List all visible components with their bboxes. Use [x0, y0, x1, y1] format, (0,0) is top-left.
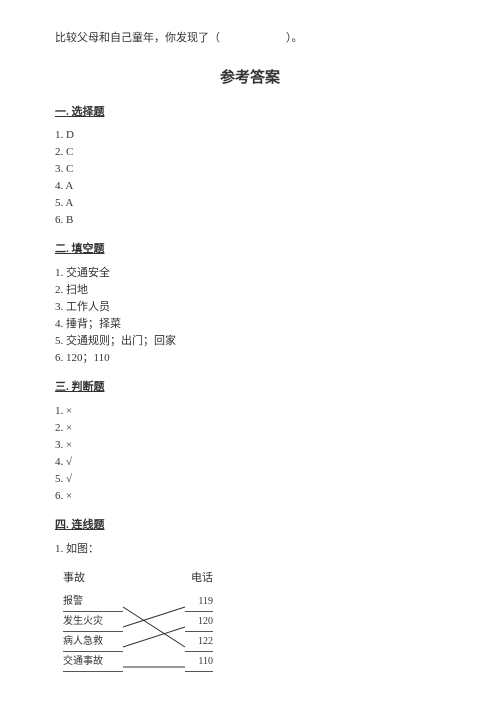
answer-item: 6. B: [55, 212, 445, 229]
section-2-heading: 二. 填空题: [55, 241, 445, 259]
answer-item: 1. 交通安全: [55, 265, 445, 282]
section-2-answers: 1. 交通安全 2. 扫地 3. 工作人员 4. 捶背；择菜 5. 交通规则；出…: [55, 265, 445, 367]
answer-item: 1. ×: [55, 403, 445, 420]
answer-item: 1. D: [55, 127, 445, 144]
answer-item: 3. ×: [55, 437, 445, 454]
match-left-item: 发生火灾: [63, 612, 123, 632]
match-left-header: 事故: [63, 570, 123, 588]
section-4-lead: 1. 如图：: [55, 541, 445, 559]
answer-item: 4. A: [55, 178, 445, 195]
match-left-item: 病人急救: [63, 632, 123, 652]
match-left-item: 报警: [63, 592, 123, 612]
match-right-item: 110: [185, 652, 213, 672]
answer-item: 4. 捶背；择菜: [55, 316, 445, 333]
answer-item: 5. A: [55, 195, 445, 212]
section-1-heading: 一. 选择题: [55, 104, 445, 122]
section-1-answers: 1. D 2. C 3. C 4. A 5. A 6. B: [55, 127, 445, 229]
match-right-header: 电话: [185, 570, 213, 588]
top-question: 比较父母和自己童年，你发现了（ ）。: [55, 30, 445, 48]
section-4-heading: 四. 连线题: [55, 517, 445, 535]
answer-item: 6. 120；110: [55, 350, 445, 367]
match-right-item: 120: [185, 612, 213, 632]
answer-item: 5. 交通规则；出门；回家: [55, 333, 445, 350]
answer-item: 2. ×: [55, 420, 445, 437]
answer-item: 3. 工作人员: [55, 299, 445, 316]
answer-item: 2. C: [55, 144, 445, 161]
matching-figure: 事故 报警 发生火灾 病人急救 交通事故 电话 119 120 122 110: [55, 570, 225, 690]
section-3-heading: 三. 判断题: [55, 379, 445, 397]
section-3-answers: 1. × 2. × 3. × 4. √ 5. √ 6. ×: [55, 403, 445, 505]
answer-item: 3. C: [55, 161, 445, 178]
match-left-item: 交通事故: [63, 652, 123, 672]
match-left-column: 事故 报警 发生火灾 病人急救 交通事故: [63, 570, 123, 672]
match-right-item: 122: [185, 632, 213, 652]
page-title: 参考答案: [55, 66, 445, 90]
answer-item: 6. ×: [55, 488, 445, 505]
match-right-item: 119: [185, 592, 213, 612]
answer-item: 2. 扫地: [55, 282, 445, 299]
match-right-column: 电话 119 120 122 110: [185, 570, 213, 672]
answer-item: 4. √: [55, 454, 445, 471]
answer-item: 5. √: [55, 471, 445, 488]
